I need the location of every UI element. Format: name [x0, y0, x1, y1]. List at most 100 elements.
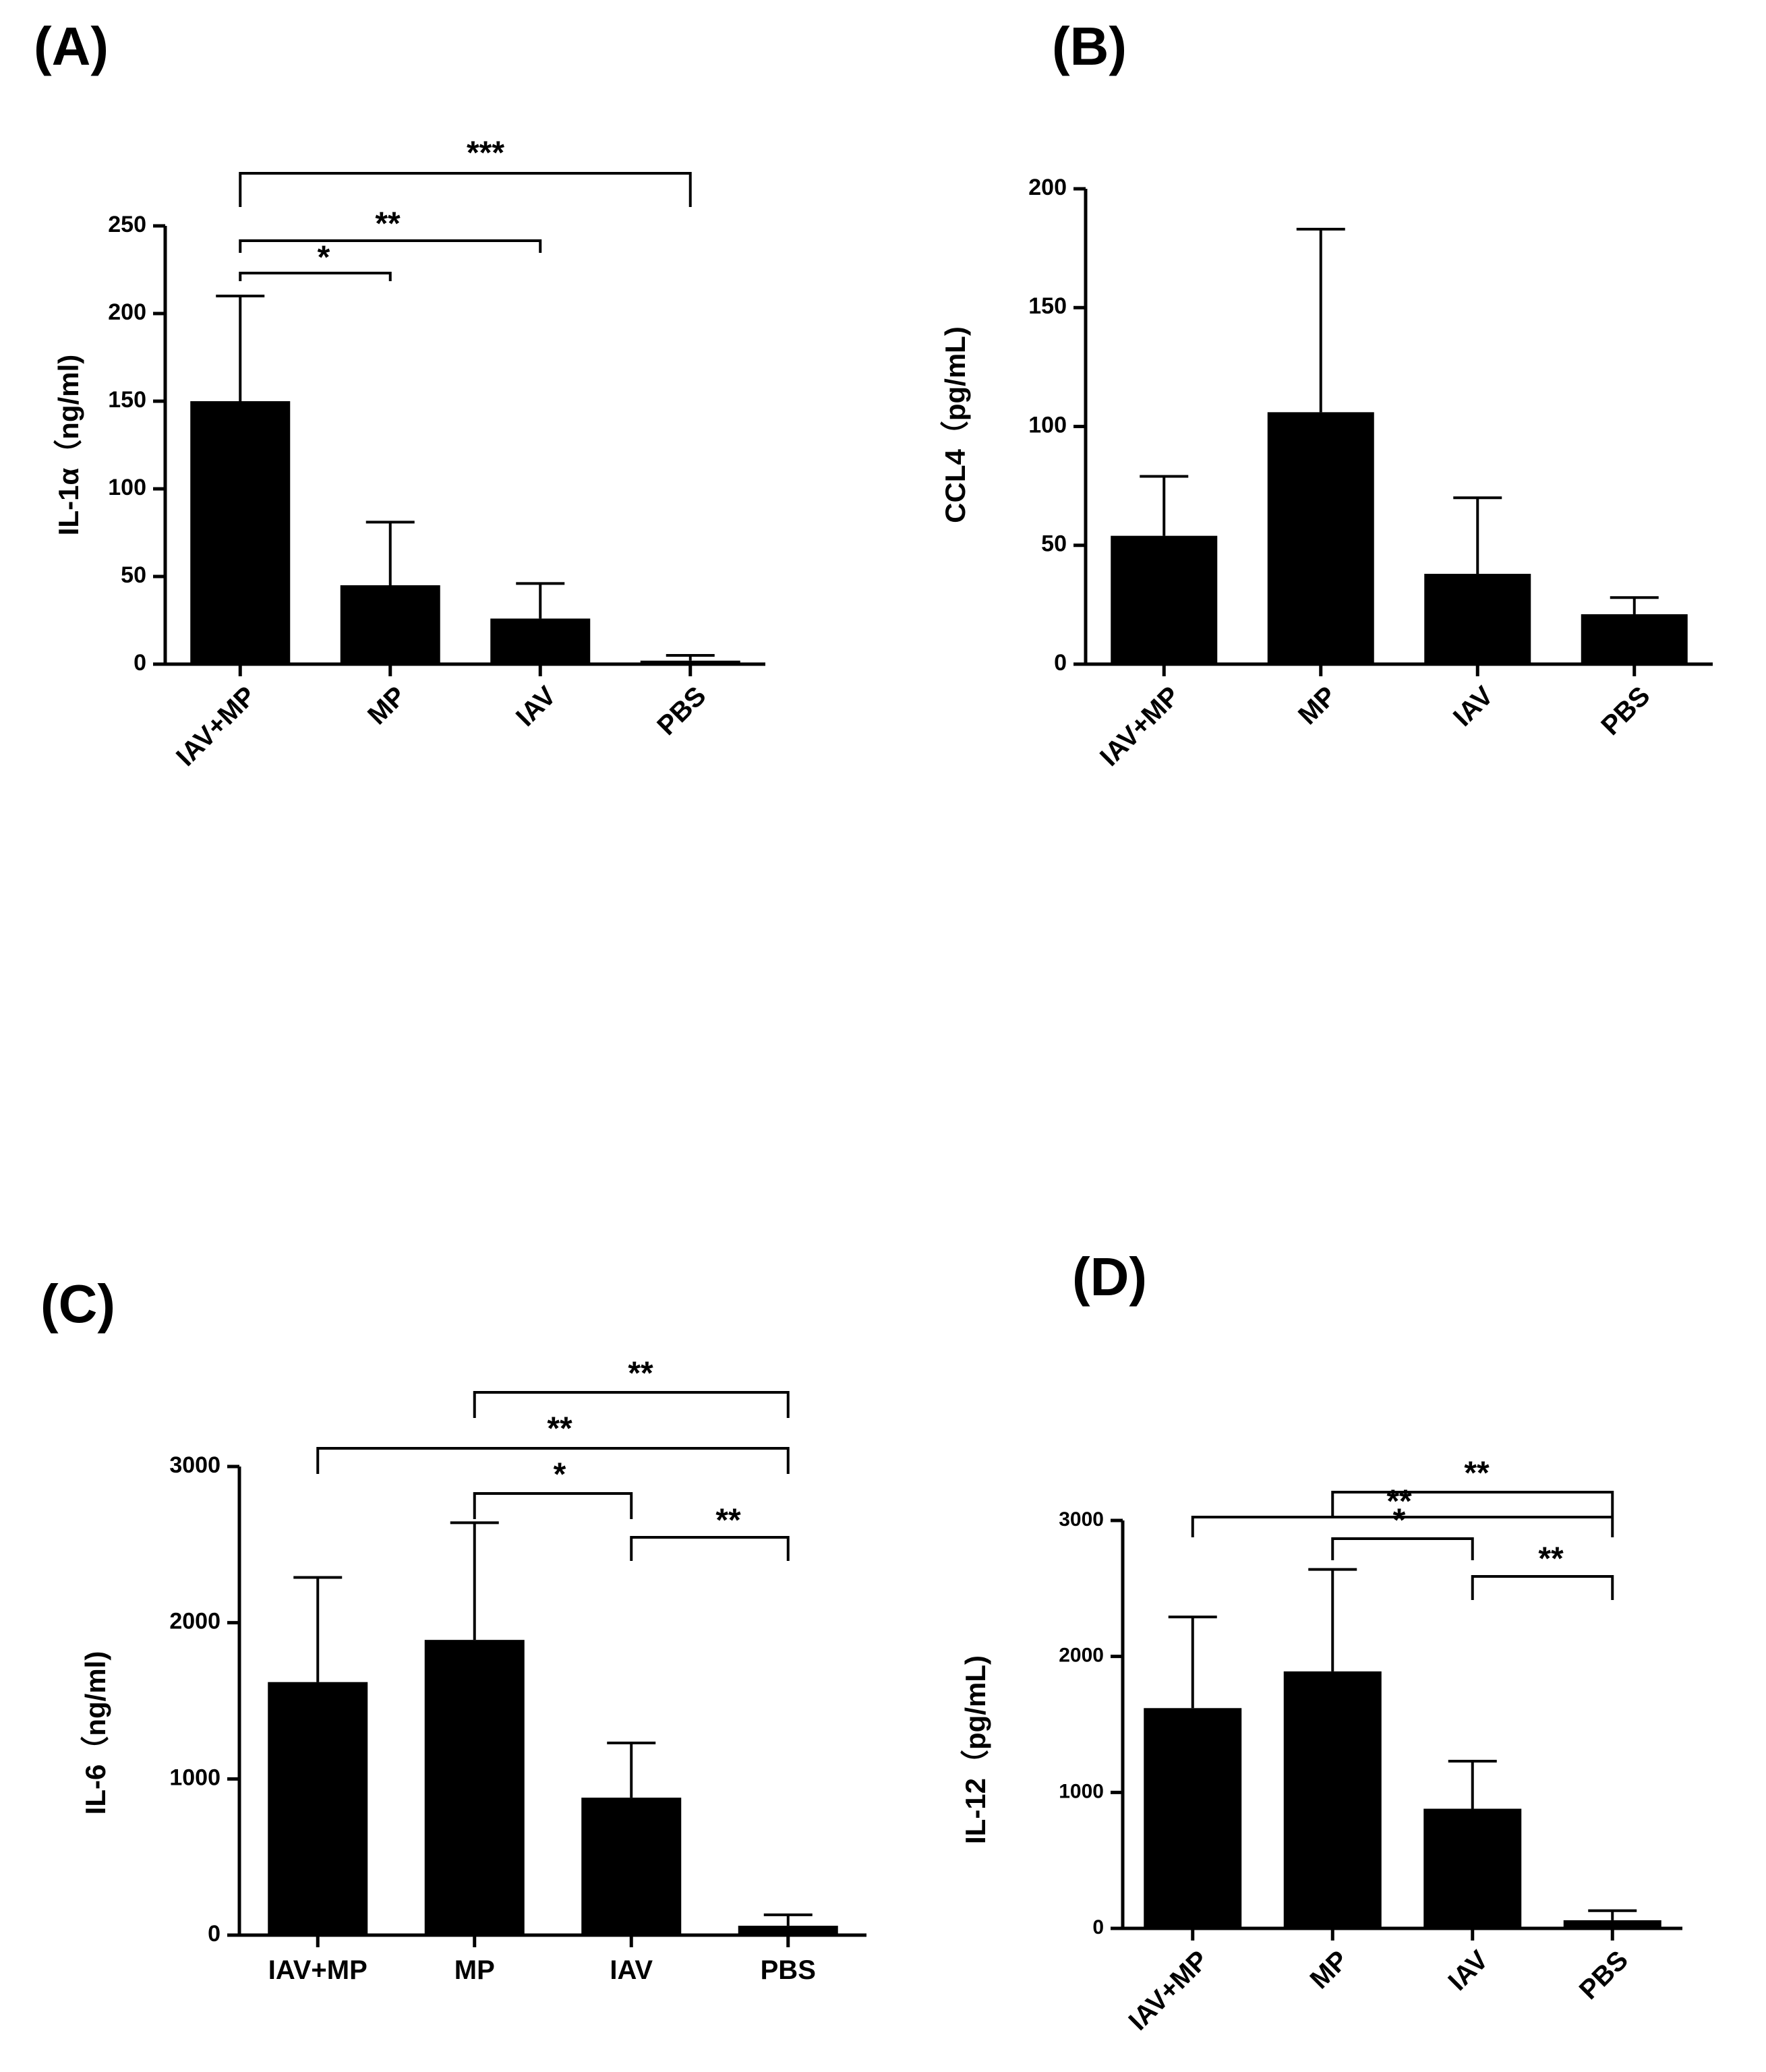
significance-bracket: **: [239, 206, 542, 253]
bar-IAV: [1423, 1808, 1522, 1928]
significance-label: *: [318, 240, 330, 276]
y-tick-label: 0: [208, 1921, 220, 1947]
significance-bracket: **: [1331, 1456, 1614, 1516]
bracket-line: [1331, 1537, 1474, 1560]
error-bar-MP: [365, 521, 415, 585]
y-axis-label: IL-1α（ng/ml): [53, 355, 84, 535]
x-tick-label: PBS: [651, 681, 711, 741]
y-tick-label: 0: [134, 650, 146, 676]
x-tick-label: PBS: [1574, 1945, 1634, 2005]
panel-a: (A) 0 50 100 150 200 250 IAV+MP MP IAV PBS IL-1α（ng…: [34, 16, 765, 772]
panel-c: (C) 0 1000 2000 3000 IAV+MP MP IAV PBS IL-6（ng/ml…: [40, 1274, 866, 1985]
bracket-line: [239, 172, 692, 207]
bar-IAV+MP: [1144, 1708, 1242, 1928]
significance-bracket: *: [473, 1457, 633, 1519]
x-tick-label: PBS: [761, 1955, 816, 1985]
significance-label: **: [1386, 1484, 1412, 1520]
significance-label: **: [547, 1411, 572, 1447]
y-tick-label: 150: [1028, 293, 1067, 319]
significance-label: **: [375, 206, 401, 242]
y-tick-label: 150: [108, 387, 146, 413]
panel-b: (B) 0 50 100 150 200 IAV+MP MP IAV PBS CCL4（pg/mL): [939, 16, 1713, 772]
bracket-line: [1191, 1516, 1614, 1537]
y-tick-label: 1000: [169, 1765, 220, 1790]
error-bar-PBS: [763, 1913, 813, 1926]
significance-label: *: [1393, 1503, 1406, 1539]
bar-MP: [1283, 1671, 1382, 1928]
bar-PBS: [1581, 614, 1688, 664]
x-tick-label: PBS: [1595, 681, 1655, 741]
bar-IAV+MP: [268, 1682, 368, 1935]
x-tick-label: IAV: [1442, 1945, 1494, 1996]
significance-bracket: **: [630, 1503, 790, 1561]
significance-bracket: **: [1471, 1541, 1614, 1600]
significance-label: **: [1538, 1541, 1564, 1577]
y-tick-label: 0: [1092, 1916, 1104, 1938]
panel-label: (B): [1052, 16, 1127, 76]
bracket-line: [1331, 1491, 1614, 1516]
panel-label: (D): [1072, 1247, 1147, 1307]
bar-IAV: [1424, 574, 1531, 664]
significance-bracket: *: [239, 240, 392, 281]
error-bar-MP: [1308, 1568, 1357, 1671]
x-tick-label: IAV+MP: [1123, 1945, 1214, 2036]
bracket-line: [1471, 1575, 1614, 1600]
x-tick-label: IAV: [1448, 680, 1499, 732]
y-tick-label: 3000: [169, 1452, 220, 1478]
bar-PBS: [738, 1926, 838, 1935]
error-bar-IAV+MP: [293, 1576, 343, 1682]
bar-PBS: [1563, 1920, 1661, 1928]
x-tick-label: IAV+MP: [1094, 681, 1185, 772]
y-tick-label: 2000: [169, 1609, 220, 1634]
y-tick-label: 200: [108, 299, 146, 325]
x-tick-label: IAV+MP: [171, 681, 262, 772]
significance-bracket: **: [1191, 1484, 1614, 1537]
significance-label: **: [628, 1356, 653, 1392]
y-tick-label: 3000: [1059, 1508, 1104, 1531]
bar-IAV: [490, 618, 591, 664]
y-tick-label: 2000: [1059, 1645, 1104, 1667]
error-bar-IAV+MP: [1140, 475, 1189, 536]
y-axis-label: CCL4（pg/mL): [939, 326, 971, 523]
bar-MP: [340, 585, 440, 664]
bracket-line: [473, 1492, 633, 1519]
error-bar-PBS: [1588, 1909, 1637, 1920]
panel-label: (C): [40, 1274, 115, 1334]
bracket-line: [316, 1447, 790, 1474]
significance-label: **: [715, 1503, 741, 1539]
error-bar-PBS: [1610, 596, 1659, 614]
y-tick-label: 100: [108, 475, 146, 500]
bar-IAV+MP: [1111, 535, 1218, 664]
y-tick-label: 50: [121, 562, 146, 588]
error-bar-IAV+MP: [1168, 1616, 1217, 1709]
error-bar-PBS: [666, 654, 715, 661]
significance-label: **: [1464, 1456, 1490, 1491]
bracket-line: [239, 272, 392, 281]
x-tick-label: IAV+MP: [268, 1955, 367, 1985]
significance-bracket: **: [316, 1411, 790, 1474]
error-bar-IAV: [607, 1742, 656, 1798]
bracket-line: [630, 1536, 790, 1561]
x-tick-label: IAV: [610, 1955, 653, 1985]
error-bar-IAV+MP: [216, 295, 265, 401]
x-tick-label: MP: [1305, 1945, 1355, 1995]
bar-MP: [1267, 412, 1374, 664]
bar-IAV: [581, 1798, 682, 1935]
x-tick-label: MP: [1293, 681, 1343, 731]
y-tick-label: 100: [1028, 412, 1067, 438]
significance-label: ***: [467, 136, 504, 171]
bar-IAV+MP: [190, 401, 291, 664]
error-bar-IAV: [1448, 1759, 1497, 1809]
error-bar-MP: [450, 1521, 499, 1640]
error-bar-MP: [1296, 227, 1345, 413]
x-tick-label: MP: [454, 1955, 495, 1985]
x-tick-label: MP: [362, 681, 412, 731]
panel-label: (A): [34, 16, 109, 76]
y-axis-label: IL-12（pg/mL): [960, 1655, 991, 1844]
panel-d: (D) 0 1000 2000 3000 IAV+MP MP IAV PBS IL-12（pg/m…: [960, 1247, 1682, 2036]
significance-label: *: [554, 1457, 566, 1493]
y-tick-label: 0: [1054, 650, 1067, 676]
y-tick-label: 1000: [1059, 1780, 1104, 1802]
y-tick-label: 200: [1028, 175, 1067, 200]
